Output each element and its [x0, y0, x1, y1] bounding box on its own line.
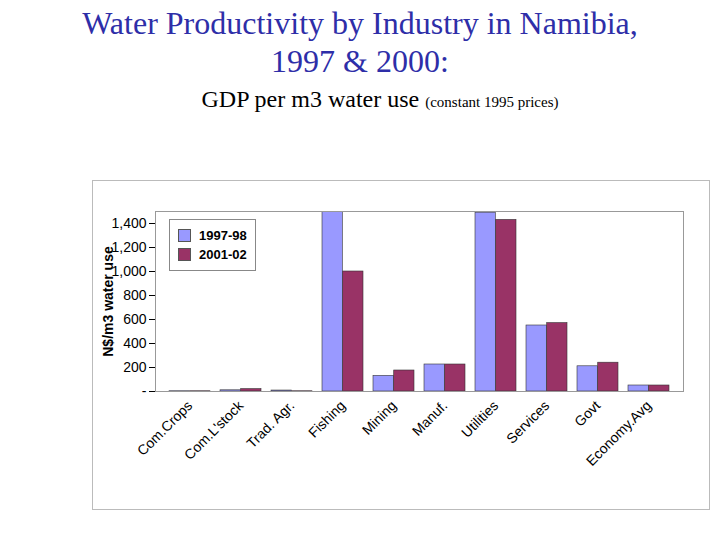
svg-text:Economy.Avg: Economy.Avg [583, 397, 654, 468]
svg-text:1,000: 1,000 [111, 263, 146, 279]
svg-text:Services: Services [503, 397, 552, 446]
svg-text:Com.Crops: Com.Crops [133, 397, 196, 459]
html-text:GDP per m3 water use(constant: GDP per m3 water use(constant 1995 price… [201, 86, 559, 112]
svg-text:Fishing: Fishing [305, 397, 348, 440]
svg-text:Utilities: Utilities [458, 397, 501, 440]
svg-text:1,200: 1,200 [111, 239, 146, 255]
svg-text:Com.L'stock: Com.L'stock [181, 397, 247, 463]
svg-text:600: 600 [123, 311, 147, 327]
svg-text:-: - [142, 383, 147, 399]
svg-text:800: 800 [123, 287, 147, 303]
svg-text:1,400: 1,400 [111, 215, 146, 231]
svg-text:400: 400 [123, 335, 147, 351]
svg-text:200: 200 [123, 359, 147, 375]
svg-text:Govt: Govt [571, 397, 603, 429]
html-text:1997-98: 1997-98 [199, 228, 247, 243]
svg-text:N$/m3 water use: N$/m3 water use [100, 246, 116, 357]
html-text:2001-02: 2001-02 [199, 247, 247, 262]
svg-text:Mining: Mining [359, 397, 399, 437]
svg-text:Trad. Agr.: Trad. Agr. [243, 397, 297, 451]
svg-text:Manuf.: Manuf. [409, 397, 451, 439]
html-text:Water Productivity by Industry: Water Productivity by Industry in Namibi… [82, 5, 638, 79]
